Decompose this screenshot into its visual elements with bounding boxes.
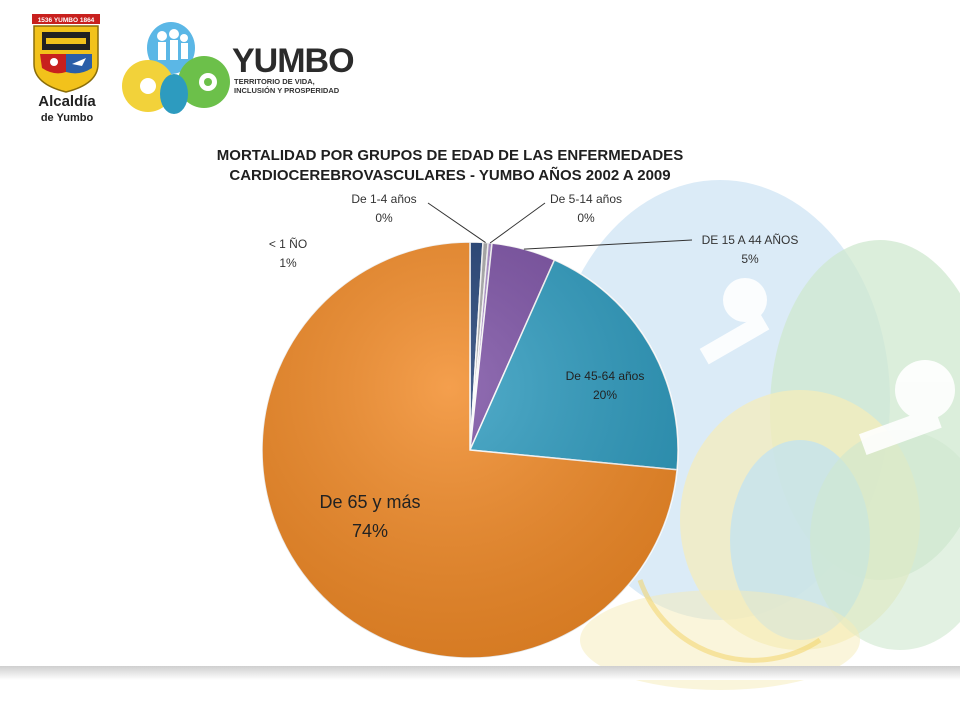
leader-line-2 [489,202,546,244]
leader-line-1 [427,202,486,243]
alcaldia-label-sub: de Yumbo [40,112,94,124]
alcaldia-label-main: Alcaldía [38,93,96,110]
pie-labels: < 1 ÑO 1% De 1-4 años 0% De 5-14 años 0% DE 15… [269,192,799,541]
footer-divider [0,666,960,680]
slice-percent-1: 0% [375,211,393,225]
slice-percent-4: 20% [593,388,617,402]
chart-title-line2: CARDIOCEREBROVASCULARES - YUMBO AÑOS 200… [229,167,671,184]
slice-label-3: DE 15 A 44 AÑOS [702,233,799,247]
slice-label-4: De 45-64 años [566,369,645,383]
pie-slices [261,241,679,659]
yumbo-tagline-line2: INCLUSIÓN Y PROSPERIDAD [234,85,340,95]
alcaldia-shield-icon: 1536 YUMBO 1864 [32,14,100,93]
chart-title-line1: MORTALIDAD POR GRUPOS DE EDAD DE LAS ENF… [216,147,684,164]
slice-percent-3: 5% [741,252,759,266]
slice-label-1: De 1-4 años [351,192,416,206]
leader-line-3 [523,239,693,250]
yumbo-logo-icon [122,22,230,114]
alcaldia-logo: 1536 YUMBO 1864 [26,12,106,130]
yumbo-brand: YUMBO [232,42,355,80]
slice-percent-0: 1% [279,256,297,270]
slice-label-2: De 5-14 años [550,192,622,206]
yumbo-tagline-line1: TERRITORIO DE VIDA, [234,77,315,86]
slice-percent-2: 0% [577,211,595,225]
slice-percent-5: 74% [352,521,388,541]
yumbo-tagline: TERRITORIO DE VIDA, INCLUSIÓN Y PROSPERI… [234,77,364,95]
chart-title: MORTALIDAD POR GRUPOS DE EDAD DE LAS ENF… [150,146,750,186]
alcaldia-label: Alcaldía de Yumbo [22,94,112,126]
pie-leader-lines [427,202,693,250]
alcaldia-logo-text: 1536 YUMBO 1864 [38,17,95,24]
slice-label-5: De 65 y más [319,492,420,512]
slice-label-0: < 1 ÑO [269,237,307,251]
